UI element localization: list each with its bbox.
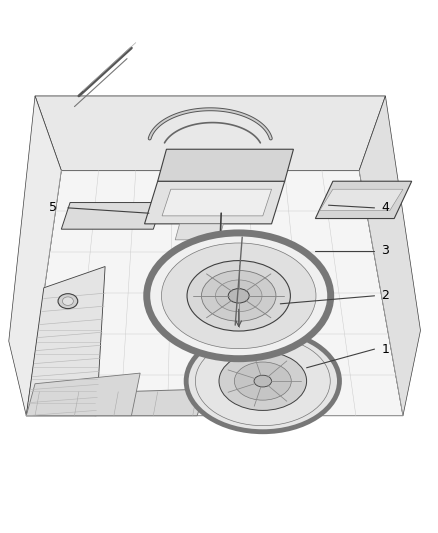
Ellipse shape — [162, 243, 316, 349]
Ellipse shape — [254, 375, 272, 387]
Ellipse shape — [234, 362, 291, 400]
Polygon shape — [9, 96, 61, 416]
Polygon shape — [145, 181, 285, 224]
Ellipse shape — [186, 330, 339, 432]
Ellipse shape — [201, 270, 276, 321]
Polygon shape — [175, 224, 223, 240]
Polygon shape — [158, 149, 293, 181]
Text: 4: 4 — [381, 201, 389, 214]
Ellipse shape — [62, 297, 73, 305]
Polygon shape — [26, 171, 403, 416]
Ellipse shape — [228, 289, 249, 303]
Text: 5: 5 — [49, 201, 57, 214]
Ellipse shape — [215, 280, 262, 312]
Ellipse shape — [219, 352, 307, 410]
Polygon shape — [35, 96, 385, 171]
Ellipse shape — [147, 233, 331, 359]
Ellipse shape — [58, 294, 78, 309]
Polygon shape — [61, 203, 162, 229]
Polygon shape — [26, 373, 140, 416]
Polygon shape — [162, 189, 272, 216]
Polygon shape — [26, 266, 105, 416]
Text: 1: 1 — [381, 343, 389, 356]
Polygon shape — [315, 181, 412, 219]
Polygon shape — [359, 96, 420, 416]
Polygon shape — [26, 389, 206, 416]
Text: 2: 2 — [381, 289, 389, 302]
Text: 3: 3 — [381, 244, 389, 257]
Polygon shape — [320, 189, 403, 211]
Ellipse shape — [187, 261, 290, 331]
